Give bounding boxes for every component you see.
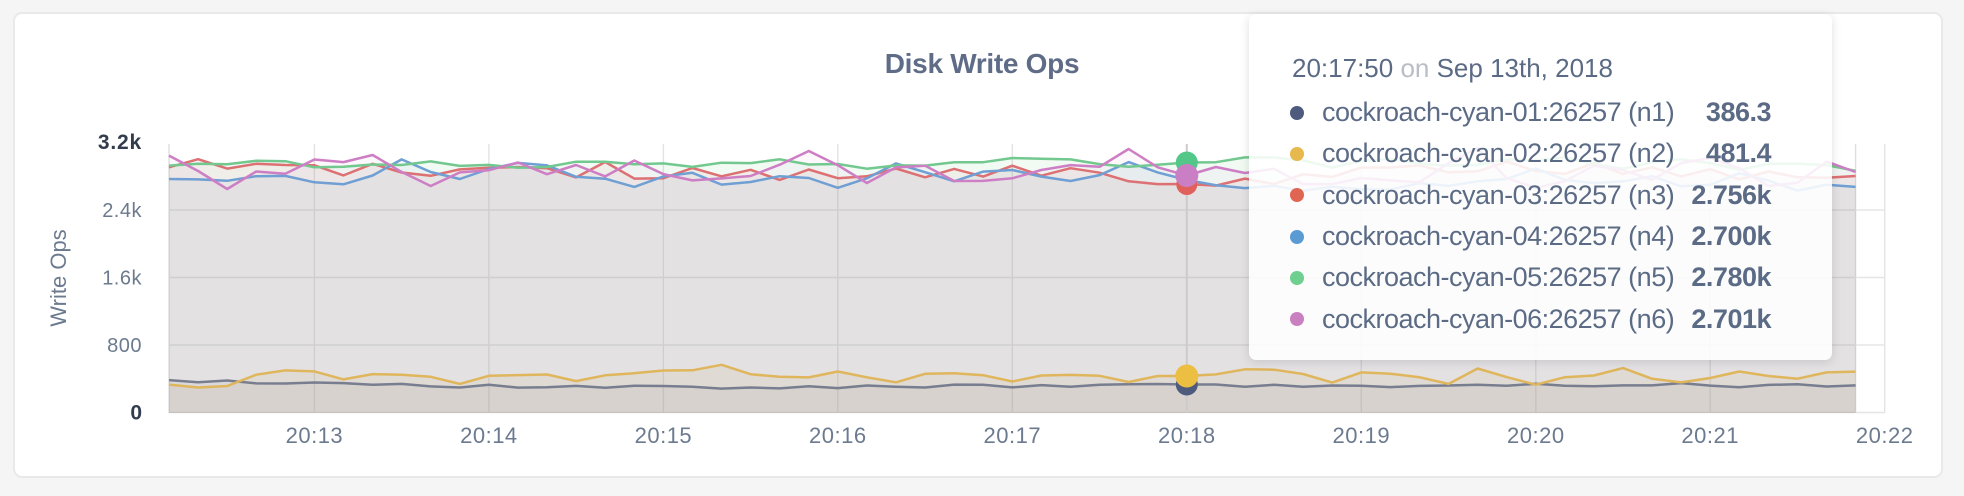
svg-text:Write Ops: Write Ops	[46, 229, 71, 326]
svg-text:20:17: 20:17	[984, 423, 1042, 448]
svg-text:20:21: 20:21	[1681, 423, 1739, 448]
svg-text:20:20: 20:20	[1507, 423, 1565, 448]
svg-text:3.2k: 3.2k	[98, 131, 142, 154]
svg-text:20:13: 20:13	[286, 423, 344, 448]
svg-text:20:19: 20:19	[1333, 423, 1391, 448]
svg-text:20:14: 20:14	[460, 423, 518, 448]
svg-text:2.4k: 2.4k	[102, 200, 142, 222]
svg-text:Disk Write Ops: Disk Write Ops	[885, 48, 1079, 79]
svg-text:800: 800	[107, 335, 142, 357]
svg-text:20:15: 20:15	[635, 423, 693, 448]
svg-text:0: 0	[130, 402, 142, 425]
svg-text:20:16: 20:16	[809, 423, 867, 448]
svg-text:1.6k: 1.6k	[102, 268, 142, 290]
svg-text:20:22: 20:22	[1856, 423, 1914, 448]
svg-text:20:18: 20:18	[1158, 423, 1216, 448]
